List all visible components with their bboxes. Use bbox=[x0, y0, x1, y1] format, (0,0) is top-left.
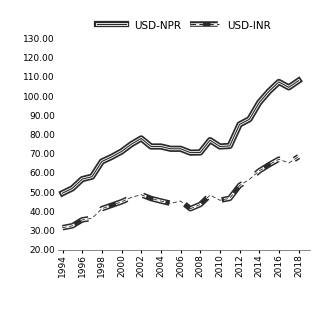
Legend: USD-NPR, USD-INR: USD-NPR, USD-INR bbox=[93, 16, 275, 35]
